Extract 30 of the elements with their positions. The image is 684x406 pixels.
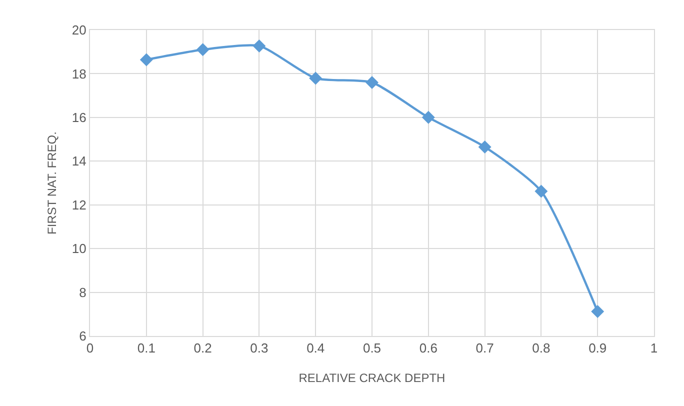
- point: [591, 305, 604, 318]
- y-tick-label: 18: [72, 66, 86, 82]
- y-tick-label: 8: [79, 284, 86, 300]
- x-tick-label: 0.1: [137, 340, 156, 356]
- x-tick-label: 0.6: [419, 340, 438, 356]
- x-tick-label: 0.4: [306, 340, 325, 356]
- point: [366, 76, 378, 89]
- point: [422, 110, 435, 124]
- x-tick-label: 0.9: [588, 340, 607, 356]
- y-tick-label: 6: [79, 328, 86, 344]
- y-tick-label: 10: [72, 241, 86, 256]
- point: [196, 43, 210, 56]
- x-tick-label: 0.7: [476, 340, 494, 356]
- x-tick-label: 0.5: [362, 340, 382, 356]
- x-tick-label: 0.3: [250, 340, 268, 356]
- x-tick-label: 0.2: [194, 340, 212, 356]
- point: [534, 184, 548, 198]
- x-tick-label: 1: [650, 340, 658, 356]
- x-axis-title: RELATIVE CRACK DEPTH: [298, 371, 446, 385]
- y-tick-label: 12: [72, 197, 86, 212]
- y-tick-label: 16: [72, 110, 86, 125]
- y-tick-label: 20: [72, 22, 86, 38]
- x-tick-label: 0: [86, 340, 94, 356]
- point: [252, 39, 266, 52]
- point: [478, 140, 492, 154]
- point: [140, 53, 153, 66]
- x-tick-label: 0.8: [532, 340, 550, 356]
- y-tick-label: 14: [72, 154, 86, 169]
- y-axis-title: FIRST NAT. FREQ.: [45, 132, 59, 234]
- point: [309, 72, 322, 85]
